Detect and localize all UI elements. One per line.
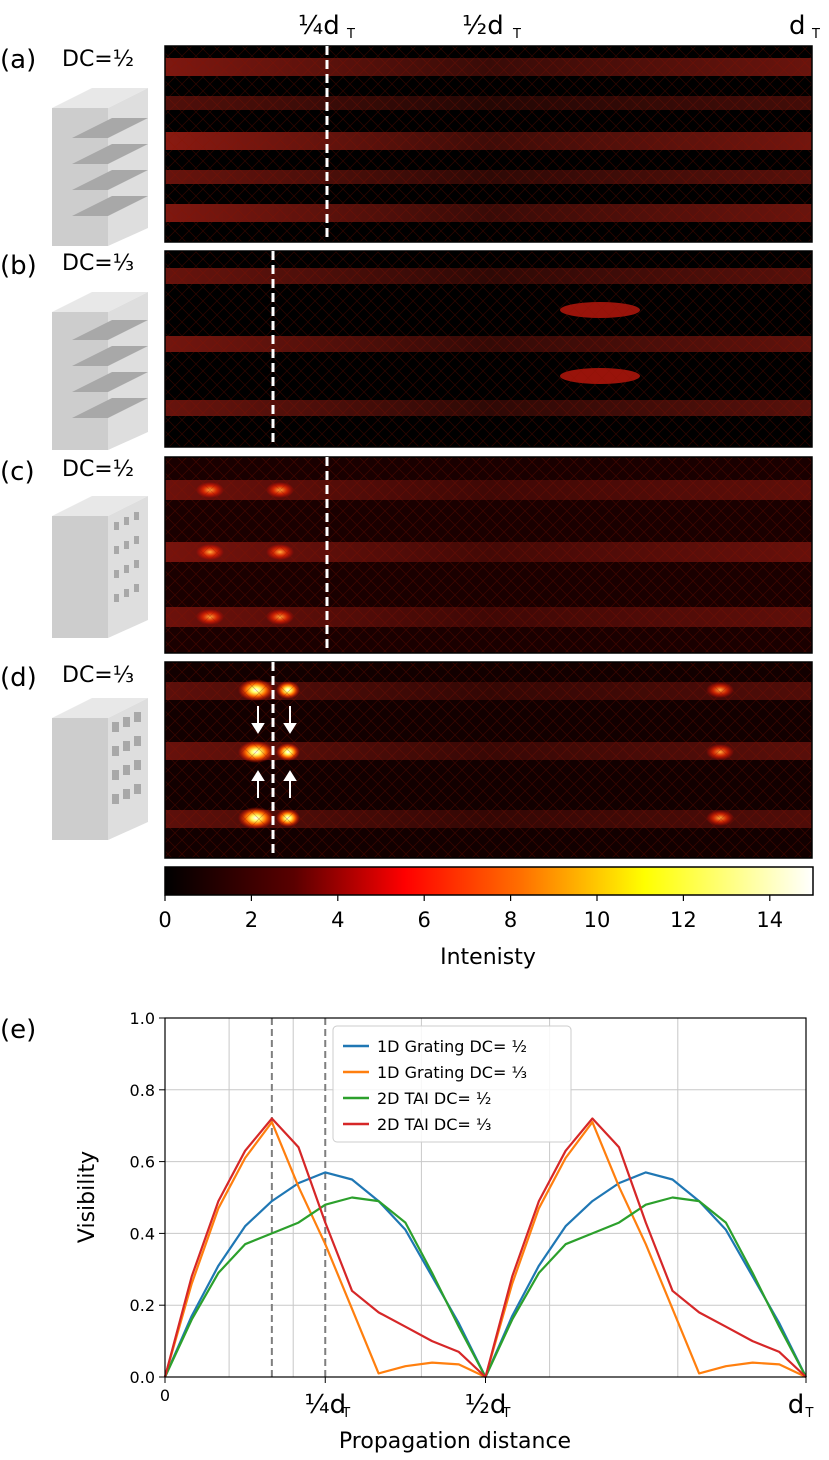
top-label-half: ½d bbox=[462, 11, 504, 41]
panel-d: (d) DC=⅓ bbox=[0, 661, 813, 859]
chart-y-ticks: 0.0 0.2 0.4 0.6 0.8 1.0 bbox=[130, 1009, 165, 1387]
grating-1d-icon bbox=[52, 88, 148, 246]
chart-x-ticks: 0 ¼dT ½dT d T bbox=[160, 1377, 814, 1421]
colorbar-tick-label: 0 bbox=[158, 908, 171, 932]
colorbar-gradient bbox=[164, 866, 814, 896]
panel-d-dc-label: DC=⅓ bbox=[62, 663, 134, 688]
intensity-map-b bbox=[164, 250, 813, 448]
top-label-half-sub: T bbox=[512, 27, 521, 42]
chart-y-label: Visibility bbox=[75, 1151, 100, 1243]
colorbar-tick-label: 6 bbox=[418, 908, 431, 932]
grating-1d-icon bbox=[52, 292, 148, 450]
top-distance-labels: ¼d T ½d T d T bbox=[298, 11, 820, 42]
panel-b-dc-label: DC=⅓ bbox=[62, 251, 134, 276]
panel-e-letter: (e) bbox=[0, 1015, 36, 1045]
x-tick-label: ½d bbox=[465, 1390, 507, 1420]
x-tick-label: d bbox=[788, 1390, 805, 1420]
panel-c-letter: (c) bbox=[0, 457, 35, 487]
panel-d-letter: (d) bbox=[0, 663, 37, 693]
series-line-1 bbox=[163, 1171, 807, 1379]
y-tick-label: 0.8 bbox=[130, 1081, 155, 1100]
y-tick-label: 0.6 bbox=[130, 1153, 155, 1172]
panel-c: (c) DC=½ bbox=[0, 456, 813, 654]
hole-array-2d-icon bbox=[52, 698, 148, 840]
panel-a: (a) DC=½ bbox=[0, 45, 813, 246]
y-tick-label: 0.2 bbox=[130, 1296, 155, 1315]
colorbar-tick-label: 10 bbox=[584, 908, 611, 932]
panel-b: (b) DC=⅓ bbox=[0, 250, 813, 450]
legend-box bbox=[332, 1025, 572, 1143]
panel-c-dc-label: DC=½ bbox=[62, 457, 134, 482]
panel-a-dc-label: DC=½ bbox=[62, 47, 134, 72]
colorbar-ticks: 0 2 4 6 8 10 12 14 bbox=[158, 895, 783, 932]
chart-x-label: Propagation distance bbox=[339, 1429, 571, 1454]
panel-b-letter: (b) bbox=[0, 251, 37, 281]
x-tick-label: 0 bbox=[160, 1386, 170, 1405]
intensity-map-d bbox=[164, 661, 813, 859]
colorbar-tick-label: 12 bbox=[670, 908, 697, 932]
legend-label: 2D TAI DC= ½ bbox=[377, 1089, 491, 1108]
legend-label: 2D TAI DC= ⅓ bbox=[377, 1115, 491, 1134]
x-tick-subscript: T bbox=[341, 1406, 350, 1421]
y-tick-label: 1.0 bbox=[130, 1009, 155, 1028]
series-line-3 bbox=[164, 1196, 807, 1379]
top-label-quarter-sub: T bbox=[346, 27, 355, 42]
intensity-map-c bbox=[164, 456, 813, 654]
colorbar-tick-label: 4 bbox=[331, 908, 344, 932]
y-tick-label: 0.4 bbox=[130, 1224, 155, 1243]
arrow-annotations bbox=[251, 706, 297, 798]
legend-label: 1D Grating DC= ½ bbox=[377, 1037, 527, 1056]
panel-a-letter: (a) bbox=[0, 45, 36, 75]
top-label-full-sub: T bbox=[811, 27, 820, 42]
x-tick-subscript: T bbox=[502, 1406, 511, 1421]
colorbar-tick-label: 14 bbox=[756, 908, 783, 932]
x-tick-subscript: T bbox=[805, 1406, 814, 1421]
chart-series bbox=[163, 1117, 807, 1379]
legend-label: 1D Grating DC= ⅓ bbox=[377, 1063, 527, 1082]
panel-e: (e) 0.00.20.40.60.81.0 0 ¼dT ½dT d T Visibil… bbox=[0, 1009, 814, 1454]
chart-legend: 1D Grating DC= ½ 1D Grating DC= ⅓ 2D TAI D… bbox=[332, 1025, 572, 1143]
series-line-2 bbox=[163, 1120, 807, 1379]
colorbar-tick-label: 8 bbox=[504, 908, 517, 932]
top-label-full: d bbox=[789, 11, 806, 41]
colorbar: 0 2 4 6 8 10 12 14 Intenisty bbox=[158, 866, 814, 970]
x-tick-label: ¼d bbox=[304, 1390, 346, 1420]
colorbar-label: Intenisty bbox=[440, 945, 536, 970]
top-label-quarter: ¼d bbox=[298, 11, 340, 41]
intensity-map-a bbox=[164, 45, 813, 243]
colorbar-tick-label: 2 bbox=[245, 908, 258, 932]
series-line-4 bbox=[163, 1117, 807, 1379]
chart-reference-lines bbox=[270, 1018, 327, 1377]
hole-array-2d-icon bbox=[52, 496, 148, 638]
y-tick-label: 0.0 bbox=[130, 1368, 155, 1387]
